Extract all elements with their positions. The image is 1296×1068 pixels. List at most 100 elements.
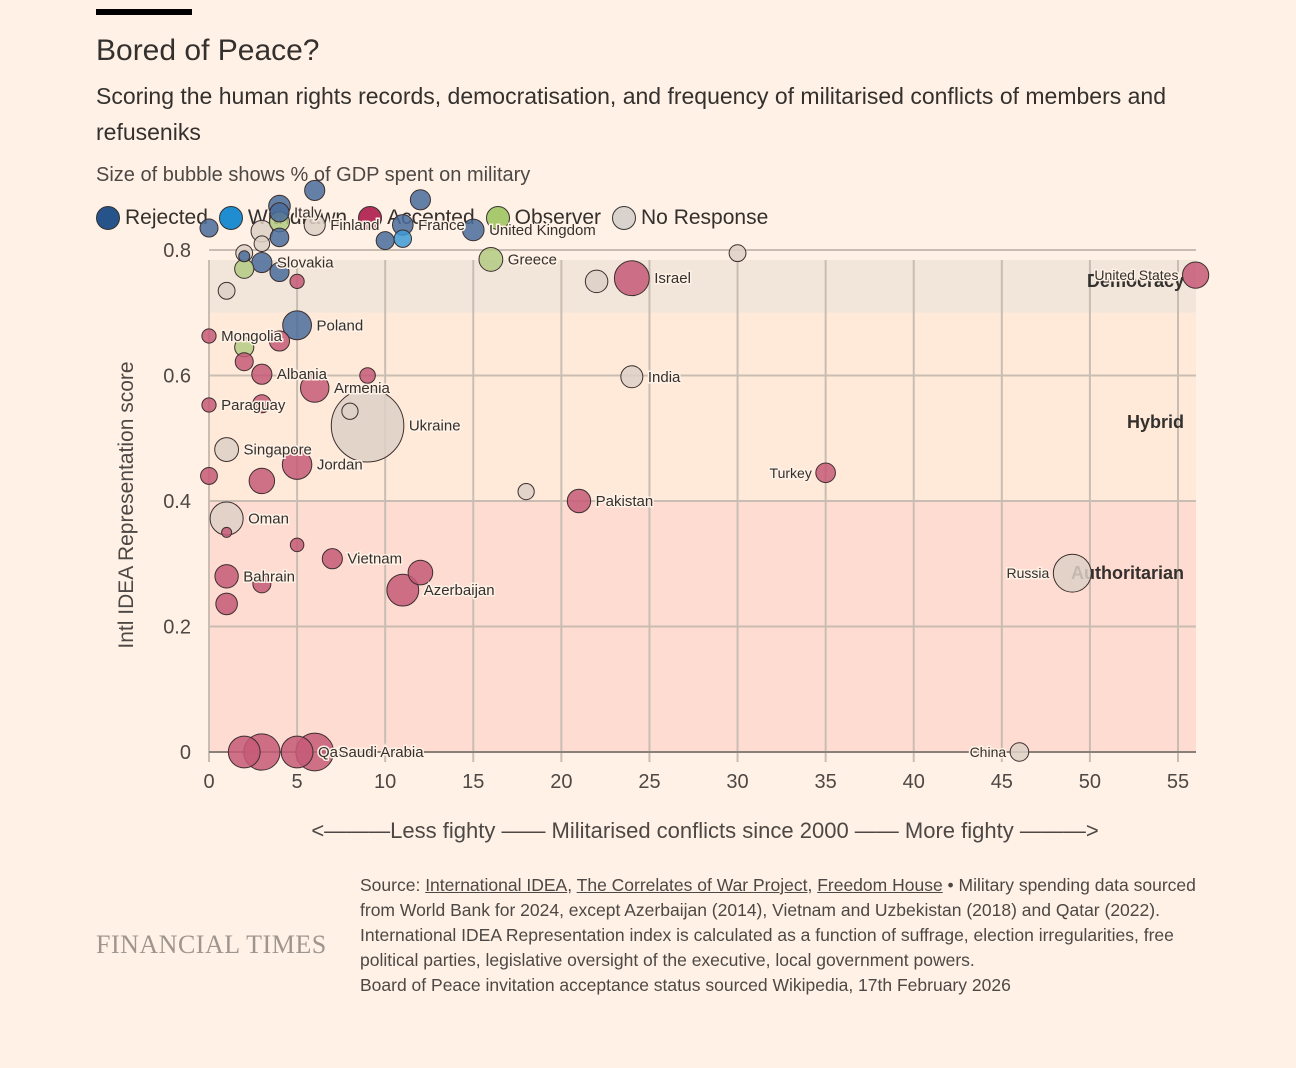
x-tick-label: 40 xyxy=(903,771,925,793)
source-note: Source: International IDEA, The Correlat… xyxy=(360,875,1196,995)
x-tick-label: 35 xyxy=(815,771,837,793)
bubble-slovakia xyxy=(251,251,273,274)
bubble xyxy=(359,367,376,384)
bubble xyxy=(227,735,261,769)
bubble-chart: 0 5 10 15 20 25 30 35 40 45 50 55 0 0.2 0.4 0.6 0.8 Intl … xyxy=(115,179,1210,793)
data-label: India xyxy=(648,369,681,386)
bubble-india xyxy=(620,365,644,389)
source-link-idea[interactable]: International IDEA xyxy=(425,875,568,895)
bubble-paraguay xyxy=(201,397,217,413)
y-tick-label: 0.2 xyxy=(163,617,191,639)
source-link-cow[interactable]: The Correlates of War Project xyxy=(576,875,808,895)
bubble xyxy=(269,227,290,248)
data-label: Saudi Arabia xyxy=(339,744,425,761)
bubble xyxy=(407,559,434,586)
data-label: Greece xyxy=(508,251,557,268)
x-tick-label: 50 xyxy=(1079,771,1101,793)
bubble xyxy=(238,250,251,263)
band-label-democracy: Democracy xyxy=(1087,271,1184,291)
bubble-pakistan xyxy=(566,488,592,514)
data-label: Jordan xyxy=(317,457,363,474)
bubble xyxy=(215,592,238,616)
source-link-freedom-house[interactable]: Freedom House xyxy=(817,875,943,895)
band-democracy xyxy=(209,260,1196,313)
bubble-albania xyxy=(251,363,273,385)
bubble-ukraine xyxy=(330,388,405,463)
band-label-authoritarian: Authoritarian xyxy=(1071,563,1184,583)
ft-logo: FINANCIAL TIMES xyxy=(96,930,327,959)
x-tick-label: 45 xyxy=(991,771,1013,793)
source-text-status: Board of Peace invitation acceptance sta… xyxy=(360,975,1011,995)
x-tick-label: 0 xyxy=(203,771,214,793)
x-tick-label: 55 xyxy=(1167,771,1189,793)
bubble xyxy=(234,352,254,372)
source-text: • Military spending data sourced from Wo… xyxy=(360,875,1196,970)
bubble xyxy=(248,467,276,495)
bubble-italy xyxy=(269,202,290,223)
data-label: Paraguay xyxy=(221,397,286,414)
bubble-qatar xyxy=(280,735,314,769)
data-label: Slovakia xyxy=(277,255,334,272)
bubble xyxy=(304,179,326,201)
legend-item-rejected: Rejected xyxy=(96,206,208,230)
legend-label: Observer xyxy=(514,206,602,229)
bubble xyxy=(393,229,413,248)
legend-swatch-icon xyxy=(358,206,383,230)
x-tick-label: 30 xyxy=(726,771,748,793)
bubble-greece xyxy=(478,247,504,272)
bubble xyxy=(268,330,291,352)
y-tick-label: 0.6 xyxy=(163,366,191,388)
legend-item-no-response: No Response xyxy=(612,206,768,230)
data-label: Poland xyxy=(316,317,363,334)
data-label: Italy xyxy=(294,204,322,221)
data-label: China xyxy=(970,744,1007,760)
bubble xyxy=(584,269,609,294)
legend-label: No Response xyxy=(641,206,769,229)
x-tick-label: 15 xyxy=(462,771,484,793)
data-label: United Kingdom xyxy=(489,222,596,239)
x-tick-label: 5 xyxy=(292,771,303,793)
bubble-united-states xyxy=(1181,261,1210,289)
y-axis-title: Intl IDEA Representation score xyxy=(115,361,138,648)
bubble xyxy=(253,235,271,253)
bubble xyxy=(221,526,233,538)
data-label: Vietnam xyxy=(347,551,402,568)
data-label: Russia xyxy=(1007,565,1050,581)
bubble-azerbaijan xyxy=(386,573,420,607)
bubble-vietnam xyxy=(321,548,343,570)
bubble xyxy=(269,261,290,283)
bubble xyxy=(289,537,305,553)
bubble xyxy=(728,244,747,263)
bubble xyxy=(252,574,272,594)
bubble xyxy=(200,466,218,485)
x-tick-label: 25 xyxy=(638,771,660,793)
x-tick-label: 20 xyxy=(550,771,572,793)
y-tick-label: 0.4 xyxy=(163,491,191,513)
bubble xyxy=(517,482,535,501)
bubble xyxy=(375,231,395,251)
bubble xyxy=(409,189,431,211)
legend-item-observer: Observer xyxy=(485,206,602,230)
data-label: Singapore xyxy=(244,442,312,459)
data-label: Oman xyxy=(248,511,289,528)
data-label: Israel xyxy=(654,270,691,287)
data-label: Turkey xyxy=(770,465,812,481)
bubble-size-note: Size of bubble shows % of GDP spent on m… xyxy=(96,164,531,186)
band-label-hybrid: Hybrid xyxy=(1127,412,1184,432)
data-label: Finland xyxy=(330,217,379,234)
bubble-israel xyxy=(613,260,650,297)
bubble-finland xyxy=(303,213,326,236)
bubble-jordan xyxy=(281,449,313,480)
bubble-united-kingdom xyxy=(461,218,485,242)
y-tick-label: 0 xyxy=(180,742,191,764)
data-label: Qatar xyxy=(318,744,356,761)
x-axis-title: <———Less fighty —— Militarised conflicts… xyxy=(311,818,1099,843)
bubble xyxy=(341,402,359,420)
y-tick-label: 0.8 xyxy=(163,240,191,262)
bubble-armenia xyxy=(299,373,330,403)
data-label: Albania xyxy=(277,366,328,383)
bubble-bahrain xyxy=(214,564,239,589)
chart-title: Bored of Peace? xyxy=(96,34,320,67)
legend-swatch-icon xyxy=(218,206,243,230)
data-label: Mongolia xyxy=(221,328,283,345)
